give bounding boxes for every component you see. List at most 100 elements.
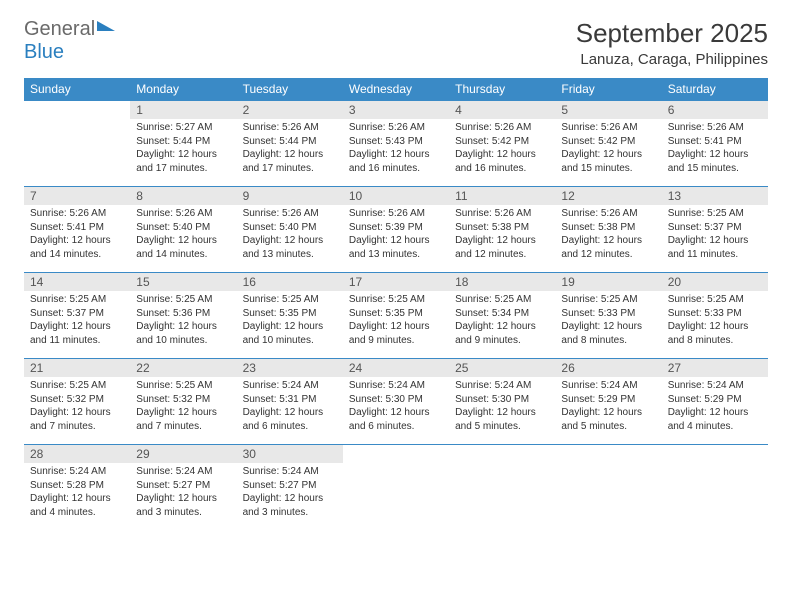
sunset-text: Sunset: 5:44 PM bbox=[136, 135, 230, 149]
calendar-cell: 11Sunrise: 5:26 AMSunset: 5:38 PMDayligh… bbox=[449, 187, 555, 273]
sunrise-text: Sunrise: 5:25 AM bbox=[243, 293, 337, 307]
day-header: Friday bbox=[555, 78, 661, 101]
sunrise-text: Sunrise: 5:24 AM bbox=[30, 465, 124, 479]
day-number: 9 bbox=[237, 187, 343, 205]
sunset-text: Sunset: 5:37 PM bbox=[30, 307, 124, 321]
day-data: Sunrise: 5:24 AMSunset: 5:27 PMDaylight:… bbox=[130, 463, 236, 523]
day-number: 6 bbox=[662, 101, 768, 119]
day-number: 22 bbox=[130, 359, 236, 377]
daylight-text: Daylight: 12 hours and 6 minutes. bbox=[243, 406, 337, 433]
calendar-cell: 5Sunrise: 5:26 AMSunset: 5:42 PMDaylight… bbox=[555, 101, 661, 187]
sunset-text: Sunset: 5:42 PM bbox=[455, 135, 549, 149]
day-number: 3 bbox=[343, 101, 449, 119]
sunset-text: Sunset: 5:34 PM bbox=[455, 307, 549, 321]
sunrise-text: Sunrise: 5:25 AM bbox=[668, 293, 762, 307]
day-number: 30 bbox=[237, 445, 343, 463]
calendar-cell: 7Sunrise: 5:26 AMSunset: 5:41 PMDaylight… bbox=[24, 187, 130, 273]
day-data: Sunrise: 5:25 AMSunset: 5:33 PMDaylight:… bbox=[662, 291, 768, 351]
daylight-text: Daylight: 12 hours and 6 minutes. bbox=[349, 406, 443, 433]
day-data: Sunrise: 5:24 AMSunset: 5:31 PMDaylight:… bbox=[237, 377, 343, 437]
day-number: 10 bbox=[343, 187, 449, 205]
day-number: 16 bbox=[237, 273, 343, 291]
logo-text-general: General bbox=[24, 18, 95, 40]
day-number: 27 bbox=[662, 359, 768, 377]
calendar-week-row: 28Sunrise: 5:24 AMSunset: 5:28 PMDayligh… bbox=[24, 445, 768, 531]
day-header: Wednesday bbox=[343, 78, 449, 101]
daylight-text: Daylight: 12 hours and 17 minutes. bbox=[136, 148, 230, 175]
day-number: 13 bbox=[662, 187, 768, 205]
calendar-body: 1Sunrise: 5:27 AMSunset: 5:44 PMDaylight… bbox=[24, 101, 768, 531]
day-data: Sunrise: 5:25 AMSunset: 5:34 PMDaylight:… bbox=[449, 291, 555, 351]
calendar-week-row: 21Sunrise: 5:25 AMSunset: 5:32 PMDayligh… bbox=[24, 359, 768, 445]
sunset-text: Sunset: 5:44 PM bbox=[243, 135, 337, 149]
calendar-cell: 1Sunrise: 5:27 AMSunset: 5:44 PMDaylight… bbox=[130, 101, 236, 187]
day-data: Sunrise: 5:25 AMSunset: 5:36 PMDaylight:… bbox=[130, 291, 236, 351]
day-data: Sunrise: 5:24 AMSunset: 5:29 PMDaylight:… bbox=[555, 377, 661, 437]
page-header: GeneralBlue September 2025 Lanuza, Carag… bbox=[24, 18, 768, 68]
calendar-cell: 8Sunrise: 5:26 AMSunset: 5:40 PMDaylight… bbox=[130, 187, 236, 273]
day-data: Sunrise: 5:26 AMSunset: 5:38 PMDaylight:… bbox=[449, 205, 555, 265]
logo: GeneralBlue bbox=[24, 18, 115, 64]
daylight-text: Daylight: 12 hours and 5 minutes. bbox=[561, 406, 655, 433]
calendar-cell: 6Sunrise: 5:26 AMSunset: 5:41 PMDaylight… bbox=[662, 101, 768, 187]
day-number: 4 bbox=[449, 101, 555, 119]
day-data: Sunrise: 5:27 AMSunset: 5:44 PMDaylight:… bbox=[130, 119, 236, 179]
day-number: 28 bbox=[24, 445, 130, 463]
sunset-text: Sunset: 5:43 PM bbox=[349, 135, 443, 149]
sunrise-text: Sunrise: 5:25 AM bbox=[668, 207, 762, 221]
daylight-text: Daylight: 12 hours and 8 minutes. bbox=[668, 320, 762, 347]
daylight-text: Daylight: 12 hours and 3 minutes. bbox=[136, 492, 230, 519]
sunset-text: Sunset: 5:41 PM bbox=[668, 135, 762, 149]
day-data: Sunrise: 5:25 AMSunset: 5:37 PMDaylight:… bbox=[24, 291, 130, 351]
day-number: 25 bbox=[449, 359, 555, 377]
day-data: Sunrise: 5:25 AMSunset: 5:32 PMDaylight:… bbox=[24, 377, 130, 437]
calendar-cell: 13Sunrise: 5:25 AMSunset: 5:37 PMDayligh… bbox=[662, 187, 768, 273]
sunset-text: Sunset: 5:41 PM bbox=[30, 221, 124, 235]
calendar-cell: 28 Sunrise: 5:24 AMSunset: 5:28 PMDayligh… bbox=[24, 445, 130, 531]
daylight-text: Daylight: 12 hours and 4 minutes. bbox=[30, 492, 124, 519]
calendar-cell: 18Sunrise: 5:25 AMSunset: 5:34 PMDayligh… bbox=[449, 273, 555, 359]
calendar-cell: 25Sunrise: 5:24 AMSunset: 5:30 PMDayligh… bbox=[449, 359, 555, 445]
sunset-text: Sunset: 5:39 PM bbox=[349, 221, 443, 235]
sunset-text: Sunset: 5:42 PM bbox=[561, 135, 655, 149]
day-number: 17 bbox=[343, 273, 449, 291]
sunset-text: Sunset: 5:27 PM bbox=[243, 479, 337, 493]
daylight-text: Daylight: 12 hours and 9 minutes. bbox=[455, 320, 549, 347]
calendar-week-row: 7Sunrise: 5:26 AMSunset: 5:41 PMDaylight… bbox=[24, 187, 768, 273]
location-label: Lanuza, Caraga, Philippines bbox=[576, 51, 768, 68]
sunrise-text: Sunrise: 5:26 AM bbox=[455, 121, 549, 135]
calendar-cell: 29Sunrise: 5:24 AMSunset: 5:27 PMDayligh… bbox=[130, 445, 236, 531]
sunset-text: Sunset: 5:40 PM bbox=[136, 221, 230, 235]
sunrise-text: Sunrise: 5:24 AM bbox=[349, 379, 443, 393]
calendar-cell: 23Sunrise: 5:24 AMSunset: 5:31 PMDayligh… bbox=[237, 359, 343, 445]
daylight-text: Daylight: 12 hours and 5 minutes. bbox=[455, 406, 549, 433]
day-header: Thursday bbox=[449, 78, 555, 101]
daylight-text: Daylight: 12 hours and 10 minutes. bbox=[136, 320, 230, 347]
calendar-cell bbox=[24, 101, 130, 187]
day-data: Sunrise: 5:26 AMSunset: 5:44 PMDaylight:… bbox=[237, 119, 343, 179]
sunset-text: Sunset: 5:28 PM bbox=[30, 479, 124, 493]
sunrise-text: Sunrise: 5:26 AM bbox=[30, 207, 124, 221]
month-title: September 2025 bbox=[576, 18, 768, 49]
daylight-text: Daylight: 12 hours and 3 minutes. bbox=[243, 492, 337, 519]
day-number: 23 bbox=[237, 359, 343, 377]
day-number: 1 bbox=[130, 101, 236, 119]
day-number: 21 bbox=[24, 359, 130, 377]
sunset-text: Sunset: 5:33 PM bbox=[561, 307, 655, 321]
day-data: Sunrise: 5:24 AMSunset: 5:30 PMDaylight:… bbox=[449, 377, 555, 437]
daylight-text: Daylight: 12 hours and 9 minutes. bbox=[349, 320, 443, 347]
sunrise-text: Sunrise: 5:24 AM bbox=[243, 379, 337, 393]
sunrise-text: Sunrise: 5:26 AM bbox=[243, 121, 337, 135]
day-data: Sunrise: 5:25 AMSunset: 5:33 PMDaylight:… bbox=[555, 291, 661, 351]
daylight-text: Daylight: 12 hours and 7 minutes. bbox=[136, 406, 230, 433]
day-data: Sunrise: 5:25 AMSunset: 5:37 PMDaylight:… bbox=[662, 205, 768, 265]
day-number: 19 bbox=[555, 273, 661, 291]
day-data: Sunrise: 5:26 AMSunset: 5:41 PMDaylight:… bbox=[24, 205, 130, 265]
daylight-text: Daylight: 12 hours and 14 minutes. bbox=[30, 234, 124, 261]
day-data: Sunrise: 5:26 AMSunset: 5:40 PMDaylight:… bbox=[130, 205, 236, 265]
day-header: Saturday bbox=[662, 78, 768, 101]
sunrise-text: Sunrise: 5:24 AM bbox=[668, 379, 762, 393]
calendar-cell: 2Sunrise: 5:26 AMSunset: 5:44 PMDaylight… bbox=[237, 101, 343, 187]
daylight-text: Daylight: 12 hours and 15 minutes. bbox=[561, 148, 655, 175]
day-data: Sunrise: 5:26 AMSunset: 5:40 PMDaylight:… bbox=[237, 205, 343, 265]
